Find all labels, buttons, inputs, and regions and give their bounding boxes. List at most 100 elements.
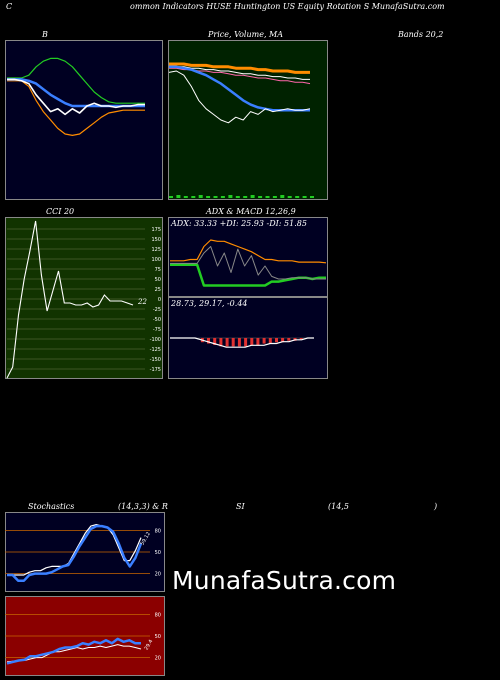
macd-histogram-bar bbox=[231, 338, 235, 347]
macd-histogram-bar bbox=[237, 338, 241, 347]
price-series-line bbox=[169, 62, 310, 74]
macd-panel bbox=[168, 297, 328, 379]
volume-bar bbox=[228, 195, 233, 198]
bollinger-chart bbox=[5, 40, 163, 200]
cci-panel: 175 150 125 100 75 50 25 0 -25 -50 -75 -100 -125 -150… bbox=[5, 217, 163, 379]
rsi-tick-label: 80 bbox=[155, 612, 161, 618]
rsi-last-label: 29.4 bbox=[144, 639, 155, 652]
cci-tick-label: 150 bbox=[151, 237, 161, 243]
adx-series-line bbox=[170, 239, 327, 264]
bollinger-bg bbox=[5, 40, 163, 200]
cci-tick-label: 125 bbox=[151, 247, 161, 253]
volume-bar bbox=[183, 196, 188, 198]
volume-bar bbox=[272, 196, 277, 198]
adx-macd-label: ADX & MACD 12,26,9 bbox=[206, 207, 296, 216]
stoch-tick-label: 20 bbox=[155, 572, 161, 578]
macd-histogram-bar bbox=[281, 338, 285, 343]
cci-tick-label: -75 bbox=[153, 327, 161, 333]
adx-panel bbox=[168, 217, 328, 297]
cci-tick-label: 75 bbox=[155, 267, 161, 273]
cci-tick-label: 0 bbox=[158, 297, 161, 303]
stoch-k-line bbox=[7, 524, 142, 576]
bands-label: Bands 20,2 bbox=[398, 30, 444, 39]
mfi-line bbox=[6, 637, 141, 665]
macd-histogram-bar bbox=[219, 338, 223, 347]
cci-tick-label: -150 bbox=[150, 357, 161, 363]
rsi-tick-label: 20 bbox=[155, 656, 161, 662]
macd-histogram-bar bbox=[275, 338, 278, 343]
volume-bar bbox=[250, 195, 255, 198]
cci-tick-label: -125 bbox=[150, 347, 161, 353]
cci-line bbox=[6, 220, 134, 379]
stoch-tick-label: 80 bbox=[155, 528, 161, 534]
macd-histogram-bar bbox=[268, 338, 272, 344]
volume-bar bbox=[213, 196, 218, 198]
price-series-line bbox=[169, 66, 310, 80]
macd-line bbox=[170, 337, 314, 348]
volume-bar bbox=[243, 196, 248, 198]
volume-bar bbox=[169, 196, 173, 198]
chart-header-title: ommon Indicators HUSE Huntington US Equi… bbox=[130, 2, 445, 11]
macd-values: 28.73, 29.17, -0.44 bbox=[171, 299, 248, 308]
volume-bar bbox=[235, 196, 240, 198]
cci-tick-label: 100 bbox=[151, 257, 161, 263]
stoch-params: (14,3,3) & R bbox=[118, 502, 168, 511]
macd-histogram-bar bbox=[299, 338, 303, 340]
cci-tick-label: -25 bbox=[153, 307, 161, 313]
rsi-tick-label: 50 bbox=[155, 634, 161, 640]
cci-chart: 175 150 125 100 75 50 25 0 -25 -50 -75 -100 -125 -150… bbox=[5, 217, 163, 379]
macd-chart bbox=[168, 297, 328, 379]
adx-chart bbox=[168, 217, 328, 297]
cci-tick-label: 25 bbox=[155, 287, 161, 293]
volume-bar bbox=[220, 196, 225, 198]
volume-bar bbox=[265, 196, 270, 198]
bollinger-panel bbox=[5, 40, 163, 200]
stoch-label: Stochastics bbox=[28, 502, 75, 511]
adx-values: ADX: 33.33 +DI: 25.93 -DI: 51.85 bbox=[171, 219, 307, 228]
volume-bar bbox=[302, 196, 307, 198]
volume-bar bbox=[280, 195, 285, 198]
volume-bar bbox=[191, 196, 196, 198]
price-panel bbox=[168, 40, 328, 200]
si-label: SI bbox=[236, 502, 245, 511]
macd-histogram-bar bbox=[244, 338, 248, 347]
adx-bg bbox=[168, 217, 328, 297]
volume-bar bbox=[310, 196, 314, 198]
cci-last-label: 22 bbox=[137, 298, 147, 306]
volume-bar bbox=[287, 196, 292, 198]
paren-label: ) bbox=[434, 502, 438, 511]
volume-bar bbox=[258, 196, 263, 198]
cci-tick-label: 50 bbox=[155, 277, 161, 283]
cci-tick-label: 175 bbox=[151, 227, 161, 233]
macd-histogram-bar bbox=[250, 338, 254, 345]
chart-c-label: C bbox=[6, 2, 13, 11]
cci-tick-label: -50 bbox=[153, 317, 161, 323]
watermark: MunafaSutra.com bbox=[172, 566, 397, 595]
si-params: (14,5 bbox=[328, 502, 349, 511]
rsi-panel: 80 50 20 29.4 bbox=[5, 596, 165, 676]
cci-tick-label: -175 bbox=[150, 367, 161, 373]
stoch-panel: 80 50 20 59.12 bbox=[5, 512, 165, 592]
macd-histogram-bar bbox=[287, 338, 291, 341]
bollinger-series-line bbox=[7, 80, 145, 137]
volume-bar bbox=[295, 196, 300, 198]
macd-histogram-bar bbox=[256, 338, 260, 345]
macd-histogram-bar bbox=[262, 338, 266, 344]
macd-histogram-bar bbox=[207, 338, 210, 344]
adx-series-line bbox=[170, 246, 326, 280]
stoch-tick-label: 50 bbox=[155, 550, 161, 556]
stoch-d-line bbox=[7, 524, 143, 583]
volume-bar bbox=[206, 196, 211, 198]
price-series-line bbox=[168, 70, 311, 124]
price-series-line bbox=[169, 65, 310, 112]
price-chart bbox=[168, 40, 328, 200]
bollinger-series-line bbox=[7, 57, 145, 104]
macd-histogram-bar bbox=[225, 338, 229, 347]
price-volume-ma-label: Price, Volume, MA bbox=[208, 30, 284, 39]
volume-bar bbox=[176, 195, 181, 198]
cci-tick-label: -100 bbox=[150, 337, 161, 343]
cci-label: CCI 20 bbox=[46, 207, 75, 216]
bollinger-label: B bbox=[42, 30, 48, 39]
